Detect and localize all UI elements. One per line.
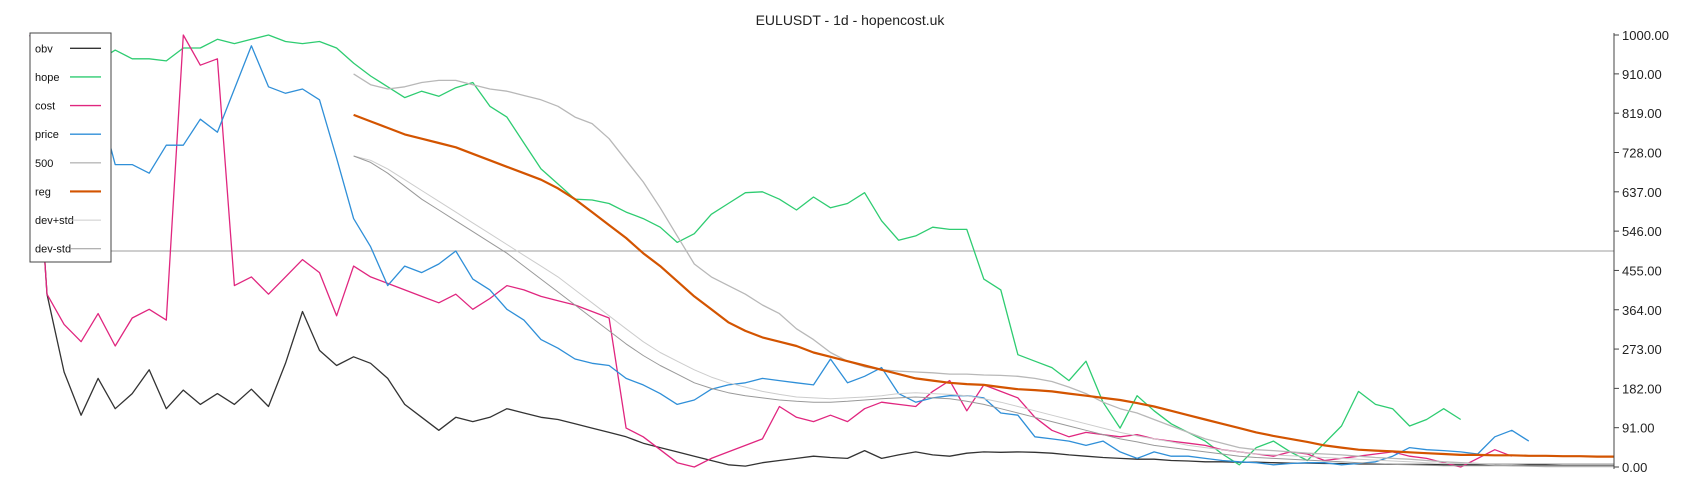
- y-axis: 0.00 91.00 182.00 273.00 364.00 455.00 546.00 6…: [1613, 28, 1669, 475]
- legend-label: cost: [35, 101, 55, 113]
- legend-label: 500: [35, 158, 53, 170]
- legend-label: price: [35, 129, 59, 141]
- y-tick-label: 910.00: [1622, 67, 1662, 82]
- legend-label: hope: [35, 72, 59, 84]
- legend-label: obv: [35, 43, 53, 55]
- legend-box: [29, 32, 112, 263]
- y-tick-label: 182.00: [1622, 381, 1662, 396]
- series-line-dev-std: [353, 155, 1614, 467]
- series-line-reg: [353, 113, 1614, 458]
- legend-label: dev-std: [35, 244, 71, 256]
- series-line-hope: [29, 34, 1462, 466]
- y-tick-label: 819.00: [1622, 106, 1662, 121]
- plot-area: [29, 34, 1614, 468]
- y-tick-label: 546.00: [1622, 224, 1662, 239]
- series-line-dev+std: [353, 155, 1614, 464]
- y-tick-label: 455.00: [1622, 263, 1662, 278]
- y-tick-label: 1000.00: [1622, 28, 1669, 43]
- legend-label: dev+std: [35, 215, 74, 227]
- series-line-cost: [29, 34, 1513, 468]
- series-line-price: [29, 34, 1530, 466]
- chart-title: EULUSDT - 1d - hopencost.uk: [756, 12, 946, 28]
- y-tick-label: 91.00: [1622, 421, 1655, 436]
- y-tick-label: 728.00: [1622, 146, 1662, 161]
- y-tick-label: 273.00: [1622, 342, 1662, 357]
- legend: obv hope cost price 500 reg dev+std dev-std: [29, 32, 112, 263]
- y-tick-label: 364.00: [1622, 303, 1662, 318]
- series-line-500: [353, 73, 1614, 468]
- y-tick-label: 637.00: [1622, 185, 1662, 200]
- legend-label: reg: [35, 186, 51, 198]
- y-tick-label: 0.00: [1622, 460, 1647, 475]
